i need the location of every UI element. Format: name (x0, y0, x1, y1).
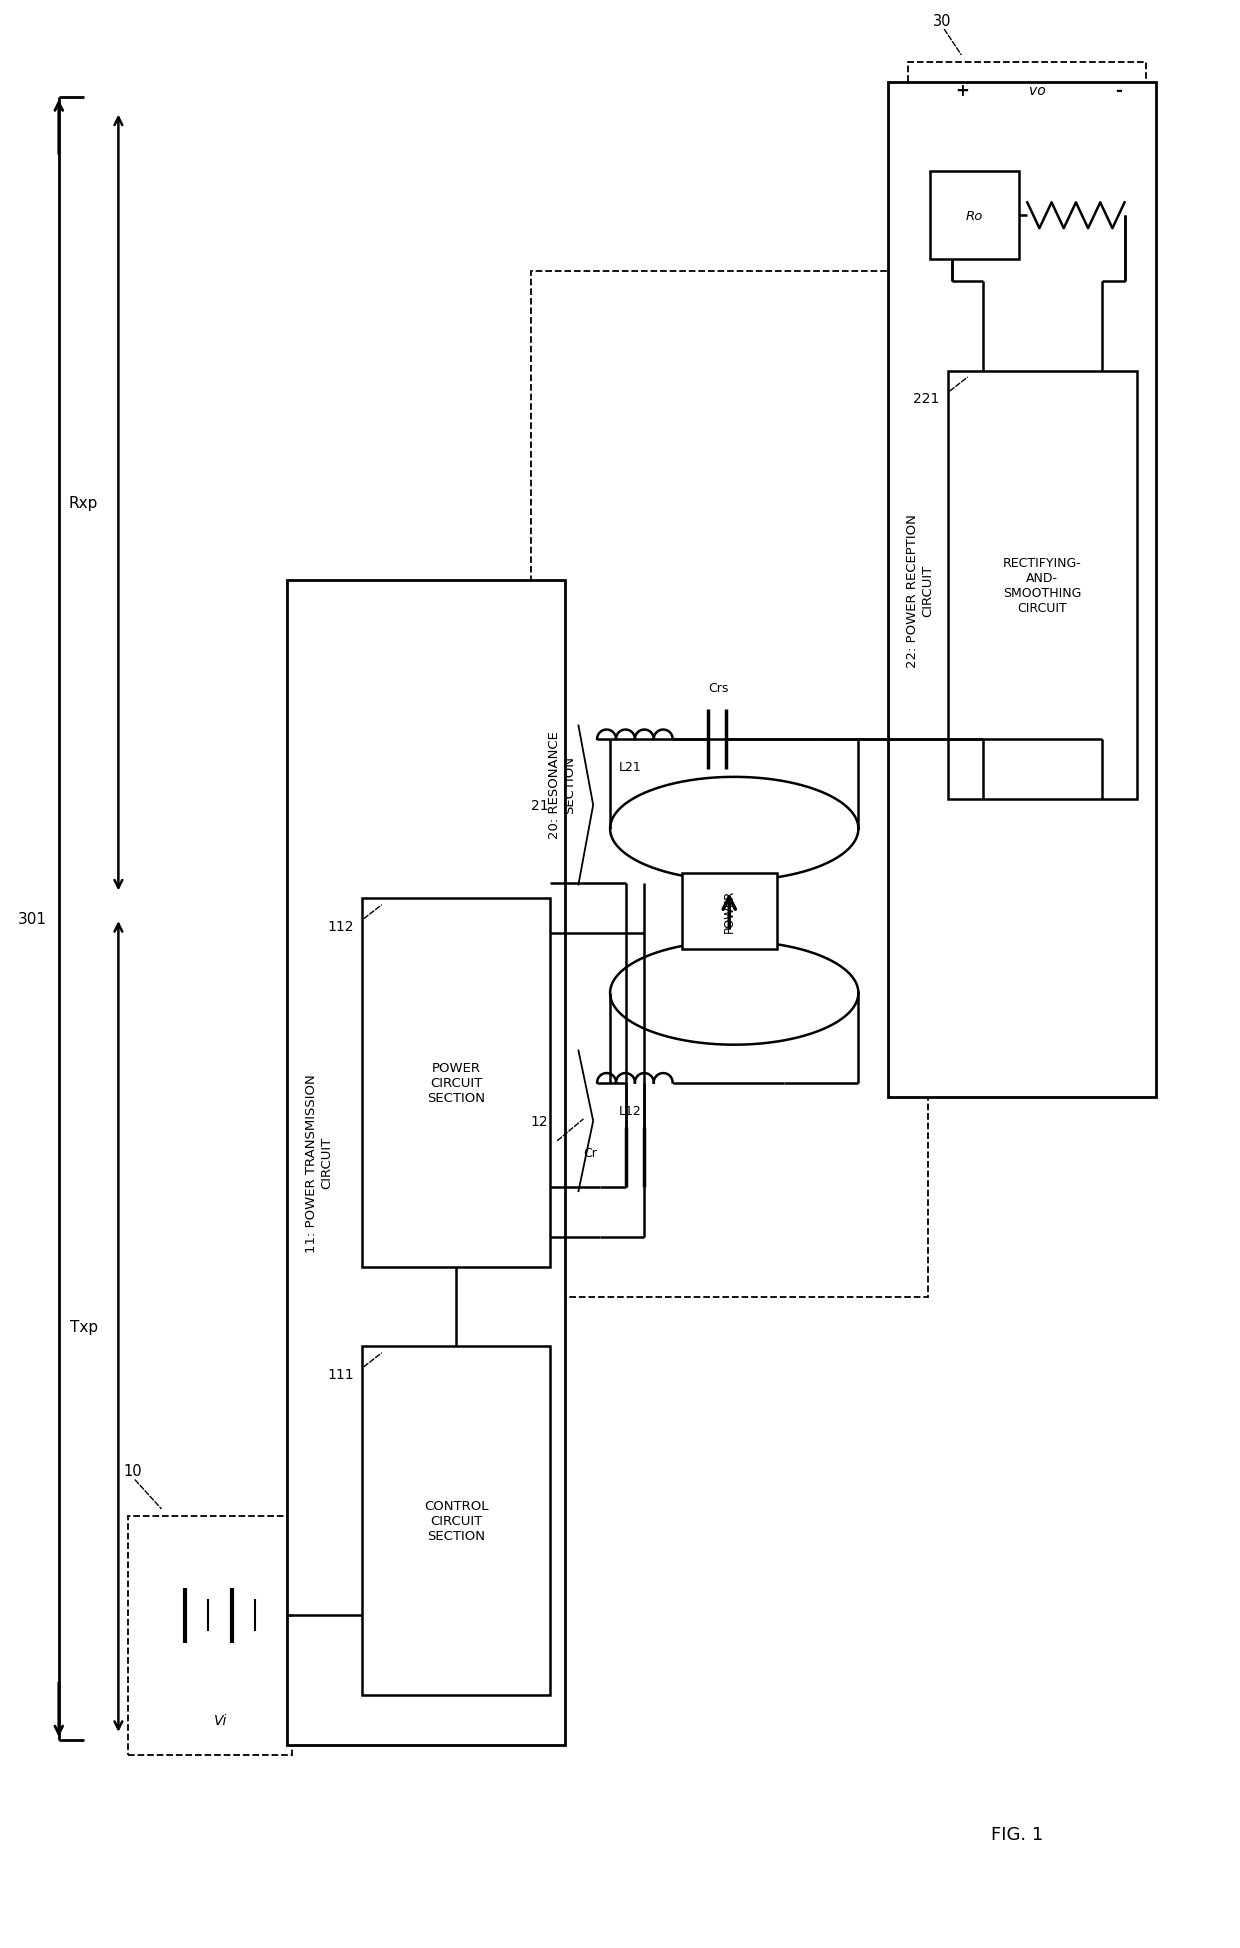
Text: 301: 301 (17, 912, 46, 925)
Text: Cr: Cr (583, 1145, 598, 1159)
Text: +: + (956, 82, 970, 99)
Bar (362, 1346, 551, 1695)
Text: Vi: Vi (213, 1712, 227, 1728)
Bar (128, 1516, 293, 1755)
Text: 111: 111 (327, 1367, 353, 1381)
Bar (947, 372, 1137, 799)
Text: -: - (1115, 82, 1122, 99)
Text: 30: 30 (932, 14, 951, 29)
Text: CONTROL
CIRCUIT
SECTION: CONTROL CIRCUIT SECTION (424, 1500, 489, 1543)
Text: Rxp: Rxp (69, 497, 98, 510)
Text: FIG. 1: FIG. 1 (991, 1825, 1043, 1843)
Text: RECTIFYING-
AND-
SMOOTHING
CIRCUIT: RECTIFYING- AND- SMOOTHING CIRCUIT (1003, 557, 1081, 614)
Text: 21: 21 (531, 799, 548, 812)
Text: 12: 12 (531, 1114, 548, 1128)
Text: L12: L12 (619, 1105, 641, 1118)
Bar (682, 873, 777, 949)
Text: Crs: Crs (708, 682, 729, 693)
Text: 10: 10 (123, 1463, 143, 1479)
Text: 11: POWER TRANSMISSION
CIRCUIT: 11: POWER TRANSMISSION CIRCUIT (305, 1073, 334, 1253)
Bar (288, 581, 565, 1745)
Text: L21: L21 (619, 762, 641, 773)
Text: 221: 221 (914, 392, 940, 407)
Bar (362, 898, 551, 1266)
Text: POWER: POWER (723, 890, 735, 933)
Text: 112: 112 (327, 919, 353, 933)
Text: POWER
CIRCUIT
SECTION: POWER CIRCUIT SECTION (427, 1062, 485, 1105)
Bar (908, 62, 1147, 282)
Text: 20: RESONANCE
SECTION: 20: RESONANCE SECTION (548, 730, 577, 838)
Text: vo: vo (1029, 84, 1045, 97)
Bar (888, 82, 1157, 1099)
Text: Txp: Txp (69, 1319, 98, 1334)
Text: Ro: Ro (966, 210, 983, 222)
Bar (531, 273, 928, 1297)
Text: 22: POWER RECEPTION
CIRCUIT: 22: POWER RECEPTION CIRCUIT (906, 514, 934, 668)
Bar (930, 171, 1019, 259)
